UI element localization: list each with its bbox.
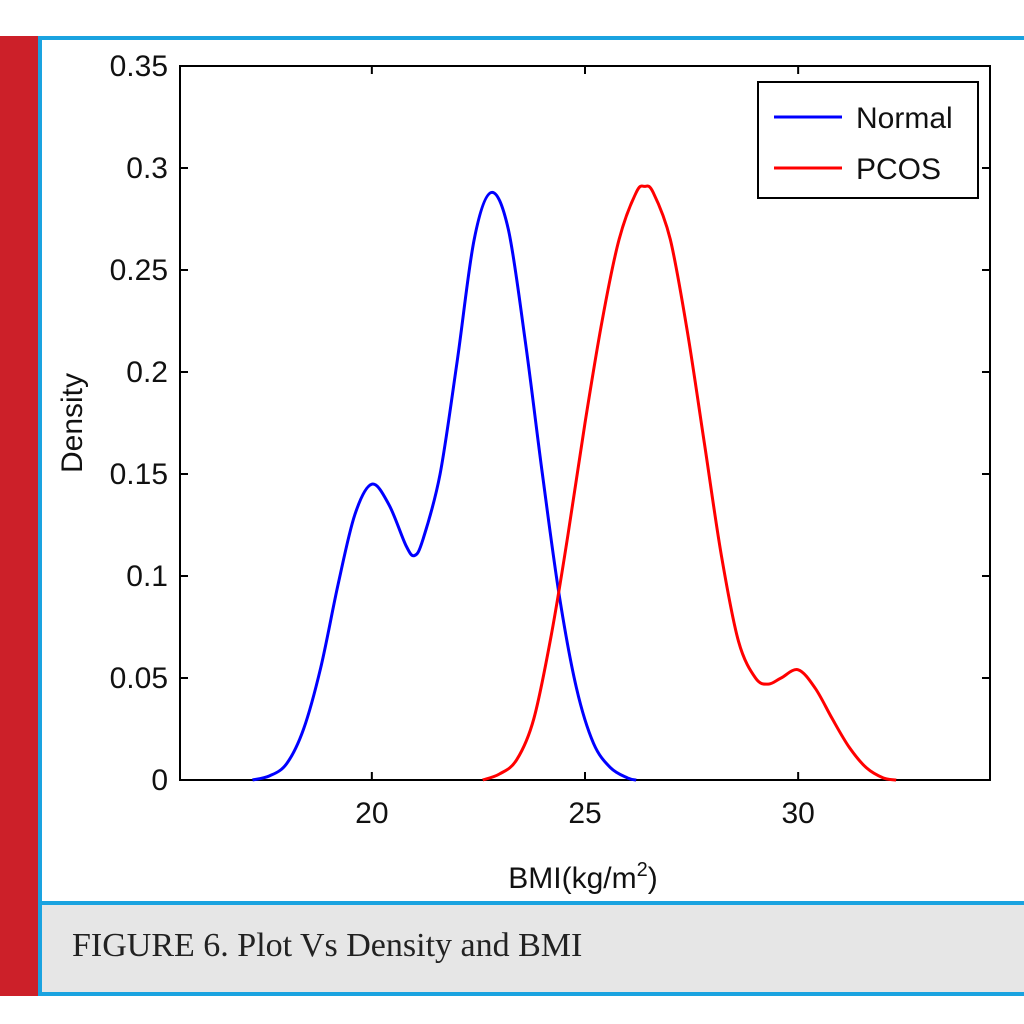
axis-ticks: 0 0.05 0.1 0.15 0.2 0.25 0.3 0.35 20 25 30 [110, 50, 990, 830]
x-axis-label-superscript: 2 [637, 859, 648, 881]
x-tick-label: 25 [568, 797, 601, 830]
y-tick-label: 0.3 [126, 152, 168, 185]
figure-caption: FIGURE 6. Plot Vs Density and BMI [72, 927, 583, 964]
y-tick-label: 0.1 [126, 560, 168, 593]
x-tick-label: 30 [781, 797, 814, 830]
y-tick-label: 0.2 [126, 356, 168, 389]
y-tick-label: 0.25 [110, 254, 168, 287]
series-line-pcos [482, 184, 897, 782]
legend-box [757, 81, 979, 199]
x-axis-label-main: BMI(kg/m [508, 862, 636, 895]
x-axis-label: BMI(kg/m2) [508, 859, 657, 895]
y-axis-label: Density [56, 373, 89, 473]
caption-box: FIGURE 6. Plot Vs Density and BMI [38, 901, 1024, 996]
y-tick-label: 0.05 [110, 662, 168, 695]
legend-label-pcos: PCOS [856, 153, 941, 186]
y-tick-label: 0 [151, 764, 168, 797]
legend: Normal PCOS [757, 81, 979, 199]
legend-label-normal: Normal [856, 102, 953, 135]
density-chart: 0 0.05 0.1 0.15 0.2 0.25 0.3 0.35 20 25 30 Normal … [56, 50, 991, 895]
x-tick-label: 20 [355, 797, 388, 830]
y-tick-label: 0.35 [110, 50, 168, 83]
accent-bar [0, 36, 38, 996]
series-line-normal [252, 190, 637, 782]
series-layer [252, 184, 897, 782]
y-tick-label: 0.15 [110, 458, 168, 491]
x-axis-label-suffix: ) [648, 862, 658, 895]
